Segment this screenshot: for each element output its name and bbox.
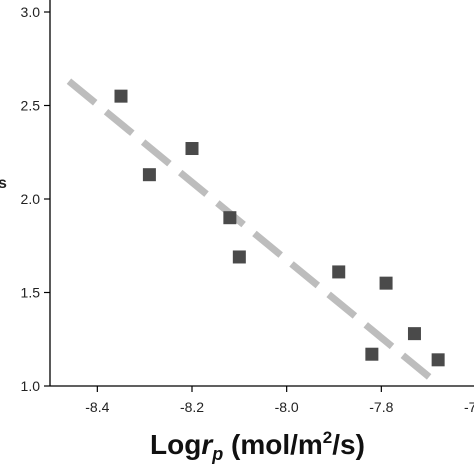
y-tick-label: 1.5 [21,285,41,301]
fit-line-layer [66,78,436,384]
data-point [114,89,128,103]
y-tick-label: 2.5 [21,98,41,114]
y-tick-label: 2.0 [21,191,41,207]
x-axis-label-unit-end: /s) [332,429,365,460]
data-point [431,353,445,367]
x-tick-label: -8.2 [180,399,204,415]
data-point [379,276,393,290]
data-point [185,142,199,156]
x-axis-label-prefix: Log [150,429,201,460]
x-axis-label-unit-sup: 2 [323,428,332,447]
x-tick-label: -7.6 [464,399,474,415]
y-axis-label-fragment: s [0,175,7,192]
data-point [223,211,237,225]
x-tick-label: -8.4 [85,399,109,415]
ticks: -8.4 -8.2 -8.0 -7.8 -7.6 1.0 1.5 2.0 2.5 3.0 [21,4,474,415]
data-point [142,168,156,182]
data-point [365,347,379,361]
x-axis-label: Logrp (mol/m2/s) [150,428,365,464]
x-tick-label: -7.8 [369,399,393,415]
data-point [232,250,246,264]
points-layer [114,89,445,367]
x-axis-label-unit-start: (mol/m [223,429,323,460]
data-point [332,265,346,279]
y-tick-label: 1.0 [21,378,41,394]
axes [49,0,474,387]
x-axis-label-var: r [201,429,214,460]
data-point [407,327,421,341]
fit-line [66,78,436,384]
x-tick-label: -8.0 [275,399,299,415]
x-axis-label-sub: p [211,444,223,464]
y-tick-label: 3.0 [21,4,41,20]
